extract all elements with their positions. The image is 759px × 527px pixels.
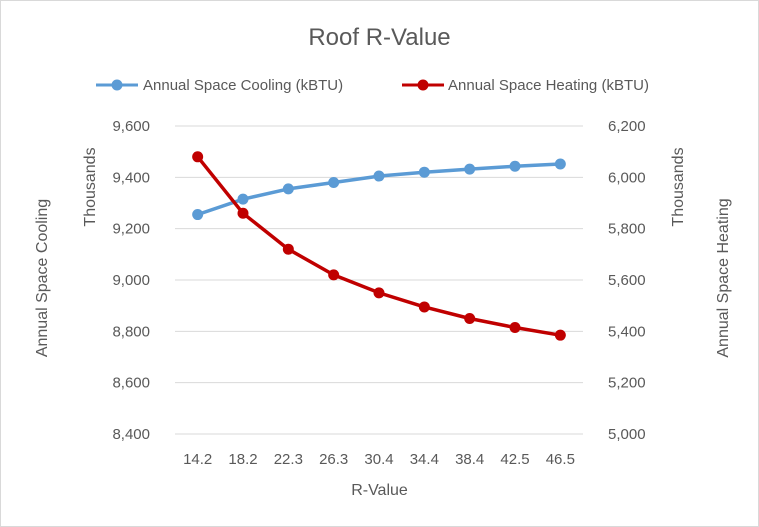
data-point bbox=[328, 176, 340, 188]
x-tick-label: 26.3 bbox=[319, 451, 348, 468]
x-tick-label: 34.4 bbox=[410, 451, 439, 468]
right-axis-ticks: 5,000 5,200 5,400 5,600 5,800 6,000 6,200 bbox=[608, 118, 646, 443]
data-point bbox=[464, 313, 476, 324]
legend-marker-cooling bbox=[111, 79, 123, 91]
left-tick-label: 8,400 bbox=[112, 426, 150, 443]
left-tick-label: 9,200 bbox=[112, 221, 150, 238]
x-tick-label: 38.4 bbox=[455, 451, 484, 468]
left-axis-ticks: 8,400 8,600 8,800 9,000 9,200 9,400 9,600 bbox=[112, 118, 150, 443]
x-tick-label: 14.2 bbox=[183, 451, 212, 468]
x-tick-label: 22.3 bbox=[274, 451, 303, 468]
legend-item-cooling: Annual Space Cooling (kBTU) bbox=[96, 77, 343, 94]
data-point bbox=[328, 269, 340, 281]
right-tick-label: 6,000 bbox=[608, 169, 646, 186]
series-heating bbox=[192, 151, 566, 341]
data-point bbox=[554, 329, 566, 341]
data-point bbox=[464, 163, 476, 175]
right-axis-units: Thousands bbox=[670, 147, 687, 226]
data-point bbox=[237, 207, 249, 219]
data-point bbox=[509, 160, 521, 172]
data-point bbox=[282, 243, 294, 255]
x-axis-ticks: 14.2 18.2 22.3 26.3 30.4 34.4 38.4 42.5 46.5 bbox=[183, 451, 575, 468]
right-tick-label: 5,000 bbox=[608, 426, 646, 443]
left-tick-label: 8,800 bbox=[112, 323, 150, 340]
data-point bbox=[509, 321, 521, 333]
left-tick-label: 9,400 bbox=[112, 169, 150, 186]
data-point bbox=[192, 151, 204, 163]
right-axis-title: Annual Space Heating bbox=[715, 198, 732, 357]
series-cooling bbox=[192, 158, 566, 221]
x-tick-label: 30.4 bbox=[364, 451, 393, 468]
legend-marker-heating bbox=[417, 79, 429, 91]
data-point bbox=[237, 193, 249, 205]
left-axis-units: Thousands bbox=[82, 147, 99, 226]
right-tick-label: 5,800 bbox=[608, 221, 646, 238]
right-tick-label: 5,400 bbox=[608, 323, 646, 340]
data-point bbox=[192, 209, 204, 221]
chart-title: Roof R-Value bbox=[308, 24, 450, 51]
data-point bbox=[418, 301, 430, 313]
left-tick-label: 8,600 bbox=[112, 375, 150, 392]
legend: Annual Space Cooling (kBTU) Annual Space… bbox=[96, 77, 649, 94]
series-layer bbox=[192, 151, 566, 341]
left-tick-label: 9,000 bbox=[112, 272, 150, 289]
left-axis-title: Annual Space Cooling bbox=[34, 199, 51, 357]
x-tick-label: 42.5 bbox=[500, 451, 529, 468]
right-tick-label: 5,200 bbox=[608, 375, 646, 392]
data-point bbox=[282, 183, 294, 195]
legend-label-heating: Annual Space Heating (kBTU) bbox=[448, 77, 649, 94]
data-point bbox=[373, 287, 385, 299]
right-tick-label: 6,200 bbox=[608, 118, 646, 135]
data-point bbox=[373, 170, 385, 182]
left-tick-label: 9,600 bbox=[112, 118, 150, 135]
x-tick-label: 46.5 bbox=[546, 451, 575, 468]
right-tick-label: 5,600 bbox=[608, 272, 646, 289]
legend-item-heating: Annual Space Heating (kBTU) bbox=[402, 77, 649, 94]
x-axis-title: R-Value bbox=[351, 482, 408, 499]
legend-label-cooling: Annual Space Cooling (kBTU) bbox=[143, 77, 343, 94]
data-point bbox=[418, 166, 430, 178]
data-point bbox=[554, 158, 566, 170]
gridlines bbox=[175, 125, 583, 435]
x-tick-label: 18.2 bbox=[228, 451, 257, 468]
